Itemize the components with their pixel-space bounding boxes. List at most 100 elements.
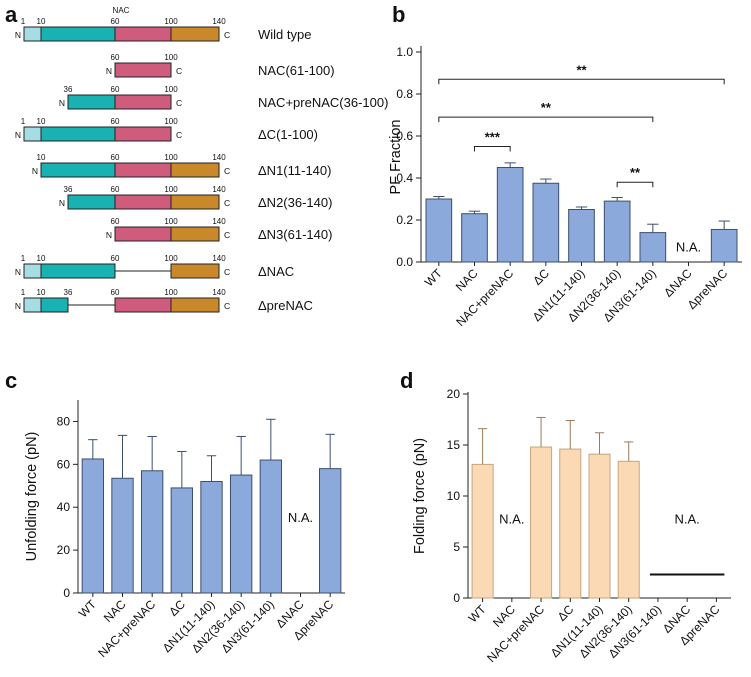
residue-number: 140 [212, 288, 226, 297]
na-label: N.A. [676, 240, 701, 255]
construct-name: ΔN2(36-140) [258, 195, 332, 210]
n-terminus-label: N [59, 98, 65, 108]
residue-number: 1 [21, 288, 26, 297]
residue-number: 10 [37, 117, 46, 126]
c-terminus-label: C [176, 130, 182, 140]
residue-number: 10 [37, 153, 46, 162]
residue-number: 60 [111, 185, 120, 194]
n-terminus-label: N [15, 301, 21, 311]
residue-number: 1 [21, 254, 26, 263]
y-tick-label: 1.0 [396, 45, 413, 59]
residue-number: 60 [111, 53, 120, 62]
y-tick-label: 10 [447, 489, 461, 503]
bar-8 [710, 228, 738, 263]
significance-label: ** [541, 100, 552, 115]
construct-name: ΔN1(11-140) [258, 163, 331, 178]
bar-2 [530, 446, 553, 599]
bar-5 [603, 200, 631, 263]
n-terminus-label: N [15, 30, 21, 40]
residue-number: 36 [64, 185, 73, 194]
bar-8 [318, 468, 342, 594]
residue-number: 100 [164, 85, 178, 94]
n-terminus-label: N [106, 66, 112, 76]
residue-number: 60 [111, 117, 120, 126]
domain-nac [114, 226, 172, 242]
c-terminus-label: C [176, 98, 182, 108]
y-tick-label: 40 [57, 500, 71, 514]
bar-3 [532, 182, 560, 263]
category-label: ΔC [530, 266, 552, 288]
construct-name: ΔpreNAC [258, 298, 313, 313]
domain-ctail [170, 162, 220, 178]
na-label: N.A. [288, 510, 313, 525]
y-tick-label: 80 [57, 414, 71, 428]
y-axis-label: Unfolding force (pN) [24, 432, 40, 562]
residue-number: 10 [37, 17, 46, 26]
domain-pre [23, 26, 42, 42]
residue-number: 36 [64, 85, 73, 94]
y-tick-label: 0 [453, 591, 460, 605]
y-tick-label: 15 [447, 438, 461, 452]
domain-ctail [170, 226, 220, 242]
panel-label-c: c [5, 368, 17, 393]
panel-label-d: d [400, 368, 413, 393]
bar-0 [81, 458, 105, 594]
residue-number: 10 [37, 254, 46, 263]
residue-number: 100 [164, 254, 178, 263]
construct-name: NAC(61-100) [258, 63, 335, 78]
domain-nac [114, 94, 172, 110]
y-tick-label: 5 [453, 540, 460, 554]
bar-2 [496, 167, 524, 263]
panel-label-a: a [5, 2, 18, 27]
residue-number: 140 [212, 153, 226, 162]
construct-name: ΔNAC [258, 264, 294, 279]
residue-number: 140 [212, 17, 226, 26]
y-tick-label: 0.0 [396, 255, 413, 269]
y-tick-label: 0 [63, 586, 70, 600]
domain-core [40, 26, 116, 42]
n-terminus-label: N [32, 166, 38, 176]
residue-number: 140 [212, 254, 226, 263]
y-tick-label: 20 [57, 543, 71, 557]
bar-0 [471, 463, 494, 599]
bar-6 [639, 232, 667, 263]
construct-name: ΔC(1-100) [258, 127, 318, 142]
domain-nac [114, 62, 172, 78]
domain-pre [23, 126, 42, 142]
y-tick-label: 60 [57, 457, 71, 471]
category-label: WT [76, 597, 100, 621]
residue-number: 60 [111, 288, 120, 297]
domain-core [40, 297, 69, 313]
domain-core [40, 162, 116, 178]
n-terminus-label: N [59, 198, 65, 208]
domain-ctail [170, 297, 220, 313]
residue-number: 60 [111, 85, 120, 94]
domain-pre [23, 297, 42, 313]
y-tick-label: 20 [447, 387, 461, 401]
significance-bracket [438, 116, 654, 123]
residue-number: 36 [64, 288, 73, 297]
na-label: N.A. [499, 512, 524, 527]
domain-core [67, 94, 116, 110]
n-terminus-label: N [106, 230, 112, 240]
category-label: ΔC [555, 602, 577, 624]
residue-number: 140 [212, 185, 226, 194]
construct-name: NAC+preNAC(36-100) [258, 95, 388, 110]
bar-2 [140, 470, 164, 594]
construct-name: Wild type [258, 27, 311, 42]
y-axis-label: Folding force (pN) [412, 438, 428, 554]
bar-3 [170, 487, 194, 594]
bar-0 [425, 198, 453, 263]
domain-ctail [170, 194, 220, 210]
residue-number: 100 [164, 53, 178, 62]
residue-number: 60 [111, 153, 120, 162]
significance-bracket [616, 181, 654, 188]
residue-number: 100 [164, 117, 178, 126]
domain-ctail [170, 263, 220, 279]
domain-core [67, 194, 116, 210]
significance-label: ** [576, 62, 587, 77]
category-label: WT [422, 266, 446, 290]
